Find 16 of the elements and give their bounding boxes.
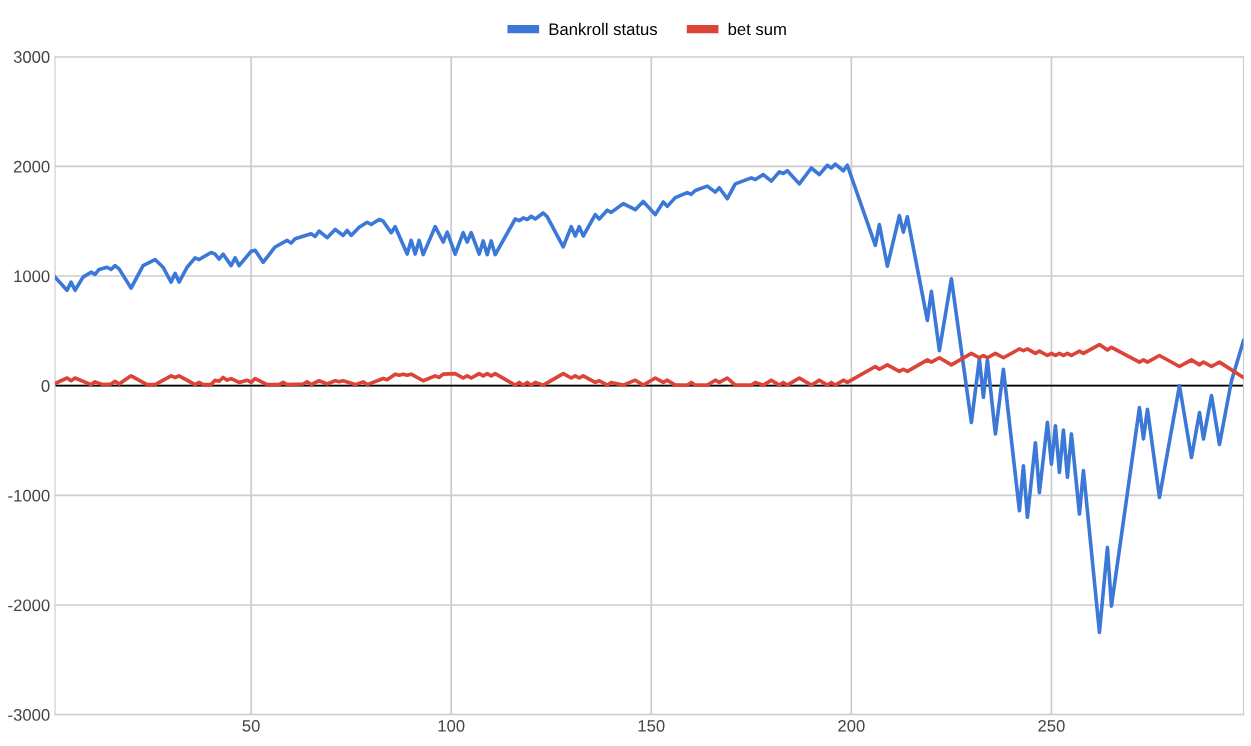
y-tick-label: 3000 [13, 51, 50, 63]
legend-label: bet sum [728, 22, 786, 36]
line-series [55, 162, 1244, 635]
x-tick-label: 150 [638, 719, 665, 732]
x-tick-label: 250 [1038, 719, 1065, 732]
x-tick-label: 100 [438, 719, 465, 732]
legend-label: Bankroll status [549, 22, 658, 36]
y-tick-label: 0 [41, 380, 50, 392]
x-tick-label: 200 [838, 719, 865, 732]
y-tick-label: -3000 [8, 709, 50, 721]
y-tick-label: 1000 [14, 270, 50, 283]
y-tick-label: 2000 [13, 160, 50, 173]
y-tick-label: -2000 [8, 599, 50, 612]
y-tick-label: -1000 [8, 489, 50, 502]
line-series [55, 342, 1244, 387]
x-tick-label: 50 [242, 719, 260, 732]
